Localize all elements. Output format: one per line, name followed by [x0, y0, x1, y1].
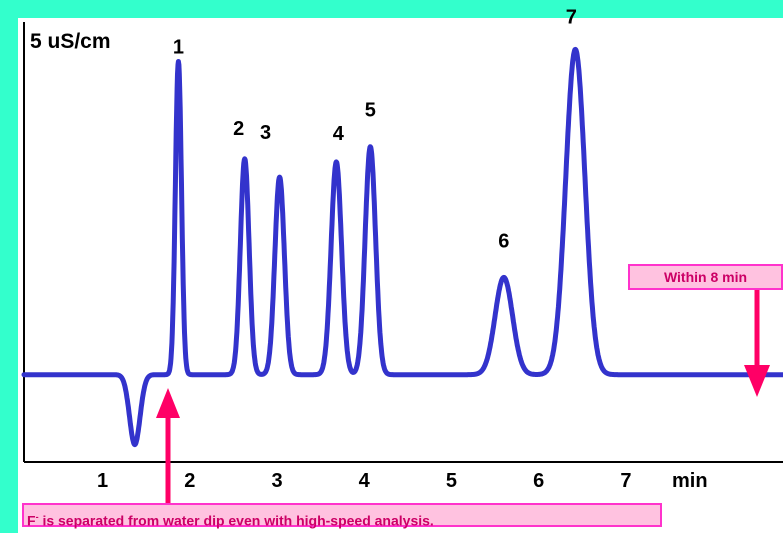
peak-label-3: 3 [260, 122, 271, 144]
chromatogram-trace [21, 46, 783, 448]
note-arrow-head [156, 388, 180, 418]
note-text: is separated from water dip even with hi… [38, 512, 434, 529]
x-tick-label: 3 [271, 470, 282, 492]
peak-label-4: 4 [333, 123, 345, 145]
fluoride-note: F- is separated from water dip even with… [22, 503, 662, 529]
x-axis-label: min [672, 470, 708, 492]
x-tick-label: 7 [620, 470, 631, 492]
x-tick-label: 4 [359, 470, 371, 492]
peak-label-5: 5 [365, 100, 376, 122]
x-tick-label: 6 [533, 470, 544, 492]
chart-title: 5 uS/cm [30, 30, 111, 53]
peak-label-2: 2 [233, 118, 244, 140]
peak-label-1: 1 [173, 37, 184, 59]
x-tick-label: 1 [97, 470, 108, 492]
peak-label-7: 7 [566, 6, 577, 28]
within-8-min-label: Within 8 min [628, 264, 783, 290]
x-tick-label: 2 [184, 470, 195, 492]
peak-label-6: 6 [498, 230, 509, 252]
within-arrow-head [744, 365, 770, 397]
x-tick-label: 5 [446, 470, 457, 492]
note-superscript: - [35, 512, 39, 522]
note-prefix: F [27, 512, 36, 529]
